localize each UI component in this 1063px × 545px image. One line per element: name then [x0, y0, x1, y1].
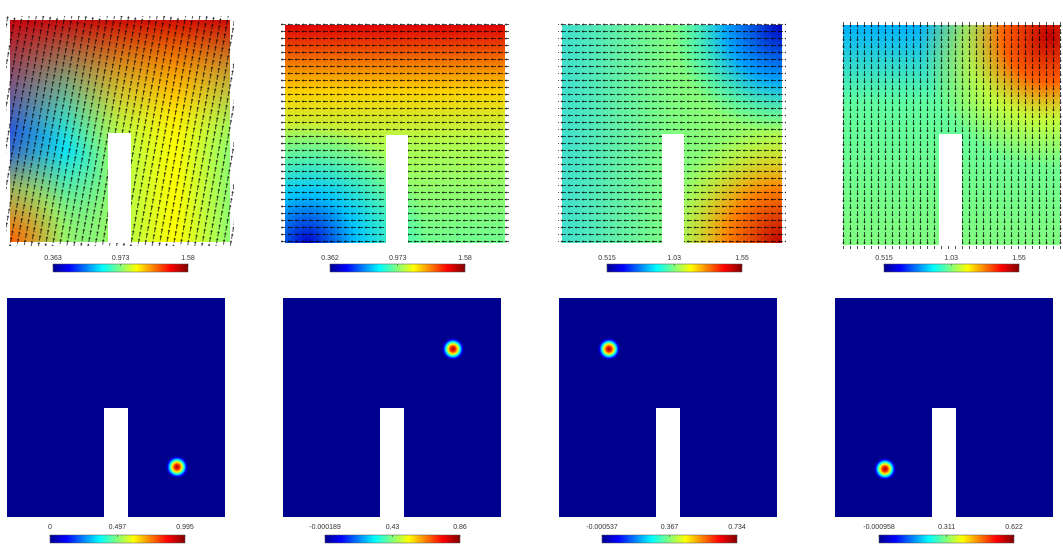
colorbar-tick-label: 0.497	[109, 524, 127, 531]
obstacle	[932, 408, 956, 518]
colorbar-tick-label: 0.973	[389, 255, 407, 262]
colorbar	[883, 263, 1020, 273]
concentration-blob	[442, 338, 464, 360]
colorbar-tick-label: 1.03	[944, 255, 958, 262]
colorbar-tick-label: -0.000189	[309, 524, 341, 531]
colorbar-tick-label: 0.995	[176, 524, 194, 531]
concentration-blob	[166, 456, 188, 478]
colorbar-tick-label: 0.734	[728, 524, 746, 531]
colorbar-tick-label: 1.58	[458, 255, 472, 262]
colorbar-tick-label: 1.55	[1012, 255, 1026, 262]
colorbar-tick-label: 0.43	[386, 524, 400, 531]
obstacle	[380, 408, 404, 518]
colorbar-tick-label: 0.311	[938, 524, 955, 531]
colorbar-tick-label: 0.362	[321, 255, 339, 262]
obstacle	[939, 134, 962, 246]
obstacle	[656, 408, 680, 518]
colorbar-tick-label: -0.000958	[863, 524, 895, 531]
obstacle	[104, 408, 128, 518]
concentration-blob	[598, 338, 620, 360]
colorbar-tick-label: 0.86	[453, 524, 467, 531]
colorbar-tick-label: 0.367	[661, 524, 679, 531]
colorbar-tick-label: 0.973	[112, 255, 130, 262]
concentration-blob	[874, 458, 896, 480]
colorbar-tick-label: 1.58	[181, 255, 195, 262]
obstacle	[386, 135, 408, 244]
colorbar-tick-label: 0.515	[598, 255, 616, 262]
colorbar-tick-label: 0	[48, 524, 52, 531]
colorbar	[606, 263, 743, 273]
obstacle	[108, 133, 131, 243]
colorbar-tick-label: 1.55	[735, 255, 749, 262]
colorbar-tick-label: 0.515	[875, 255, 893, 262]
colorbar-tick-label: 0.622	[1005, 524, 1023, 531]
colorbar-tick-label: -0.000537	[586, 524, 618, 531]
obstacle	[662, 134, 684, 244]
colorbar-tick-label: 0.363	[44, 255, 62, 262]
colorbar-tick-label: 1.03	[667, 255, 681, 262]
